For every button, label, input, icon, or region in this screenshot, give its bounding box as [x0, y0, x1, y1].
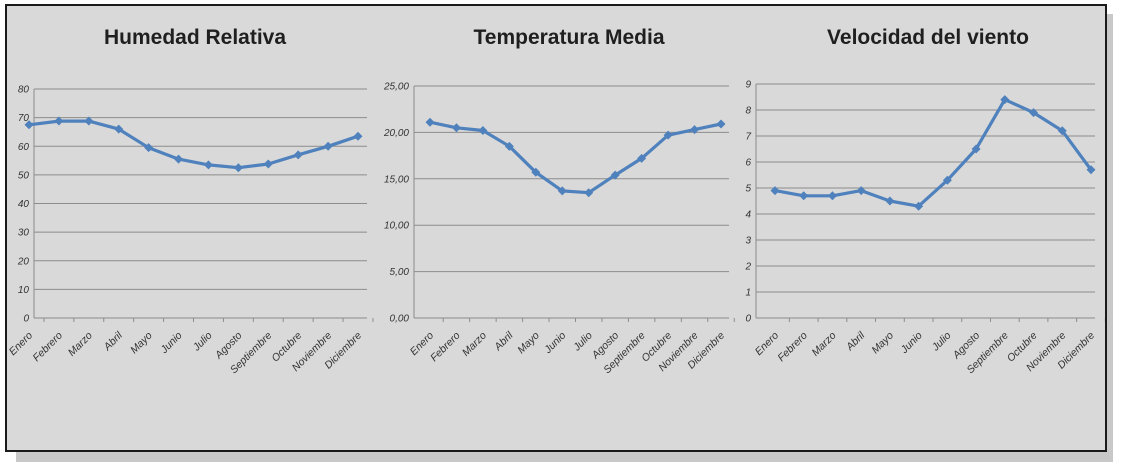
data-point — [263, 159, 273, 169]
y-tick-label: 0,00 — [390, 314, 410, 325]
x-tick-label: Junio — [541, 330, 568, 357]
x-tick-label: Julio — [190, 330, 215, 355]
data-point — [799, 191, 809, 201]
data-point — [293, 150, 303, 160]
data-point — [557, 186, 567, 196]
y-tick-label: 3 — [745, 236, 751, 247]
y-tick-label: 50 — [18, 170, 30, 181]
data-point — [144, 143, 154, 153]
data-point — [203, 160, 213, 170]
chart-frame: Humedad Relativa 0 10 20 30 40 50 60 70 80 Enero Fe… — [5, 4, 1107, 452]
data-point — [690, 125, 700, 135]
data-point — [1086, 165, 1096, 175]
y-tick-label: 6 — [745, 158, 751, 169]
data-point — [478, 126, 488, 136]
x-tick-label: Febrero — [775, 330, 810, 365]
y-tick-label: 5,00 — [390, 267, 410, 278]
x-tick-label: Abril — [101, 329, 126, 354]
series-line — [27, 119, 360, 170]
y-tick-label: 20,00 — [383, 128, 409, 139]
data-point — [233, 163, 243, 173]
y-tick-label: 9 — [745, 80, 751, 91]
data-point — [1057, 126, 1067, 136]
y-tick-label: 5 — [745, 184, 751, 195]
x-tick-label: Marzo — [460, 330, 489, 359]
y-tick-label: 70 — [18, 113, 30, 124]
y-tick-label: 2 — [744, 262, 751, 273]
data-point — [531, 167, 541, 177]
x-tick-label: Junio — [898, 330, 925, 357]
y-tick-label: 60 — [18, 142, 30, 153]
data-point — [770, 186, 780, 196]
chart-title: Humedad Relativa — [104, 26, 286, 49]
x-tick-label: Mayo — [869, 330, 896, 357]
y-tick-label: 0 — [23, 314, 29, 325]
y-tick-label: 10 — [18, 285, 30, 296]
data-point — [885, 196, 895, 206]
x-tick-label: Febrero — [428, 330, 463, 365]
chart-title: Velocidad del viento — [827, 26, 1029, 49]
data-point — [323, 141, 333, 151]
data-point — [1000, 95, 1010, 105]
y-tick-label: 4 — [745, 210, 751, 221]
chart-svg: Humedad Relativa 0 10 20 30 40 50 60 70 80 EneroFe… — [7, 26, 374, 376]
y-tick-label: 1 — [745, 288, 751, 299]
x-tick-label: Mayo — [128, 330, 155, 357]
chart-svg: Velocidad del viento0123456789EneroFebre… — [744, 26, 1105, 376]
data-point — [24, 120, 34, 130]
y-tick-label: 10,00 — [384, 221, 409, 232]
x-tick-label: Marzo — [809, 330, 838, 359]
chart-humedad-relativa: Humedad Relativa 0 10 20 30 40 50 60 70 80 Enero Fe… — [7, 6, 377, 450]
y-tick-label: 30 — [18, 228, 30, 239]
chart-temperatura-media: Temperatura Media 0,00 5,00 10,00 15,00 20,00… — [377, 6, 739, 450]
chart-velocidad-viento: Velocidad del viento 0 1 2 3 4 5 6 7 8 9 Enero Febre… — [739, 6, 1105, 450]
chart-svg: Temperatura Media 0,00 5,00 10,00 15,00 20,00… — [383, 26, 735, 376]
data-point — [1029, 108, 1039, 118]
x-tick-label: Enero — [7, 330, 35, 358]
x-tick-label: Febrero — [31, 330, 66, 365]
data-point — [716, 119, 726, 129]
data-point — [610, 170, 620, 180]
x-tick-label: Marzo — [66, 330, 95, 359]
data-point — [827, 191, 837, 201]
data-point — [942, 175, 952, 185]
y-tick-label: 40 — [18, 199, 30, 210]
data-point — [914, 201, 924, 211]
y-tick-label: 80 — [18, 85, 30, 96]
y-tick-label: 7 — [745, 132, 751, 143]
x-tick-label: Junio — [158, 330, 185, 357]
y-tick-label: 20 — [17, 256, 30, 267]
data-point — [84, 116, 94, 126]
chart-title: Temperatura Media — [474, 26, 665, 49]
data-point — [114, 124, 124, 134]
data-point — [971, 144, 981, 154]
x-tick-label: Julio — [929, 330, 954, 355]
y-tick-label: 0 — [745, 314, 751, 325]
data-point — [54, 116, 64, 126]
x-tick-label: Mayo — [515, 330, 542, 357]
data-point — [353, 131, 363, 141]
data-point — [637, 153, 647, 163]
series-line — [428, 120, 723, 195]
y-tick-label: 15,00 — [384, 174, 409, 185]
series-line — [773, 97, 1093, 208]
x-tick-label: Abril — [491, 329, 516, 354]
data-point — [584, 188, 594, 198]
data-point — [856, 186, 866, 196]
y-tick-label: 8 — [745, 106, 751, 117]
x-tick-label: Abril — [843, 329, 868, 354]
data-point — [425, 117, 435, 127]
y-tick-label: 25,00 — [383, 82, 409, 93]
data-point — [174, 154, 184, 164]
data-point — [663, 130, 673, 140]
data-point — [451, 123, 461, 133]
data-point — [504, 141, 514, 151]
